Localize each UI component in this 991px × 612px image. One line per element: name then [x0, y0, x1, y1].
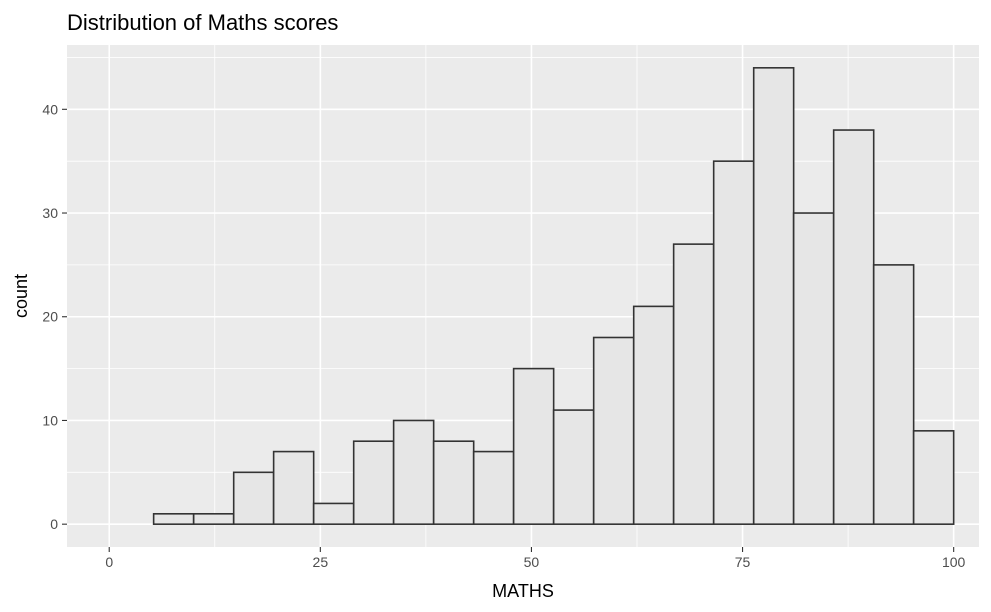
- histogram-bar: [152, 513, 195, 525]
- y-tick-label: 0: [50, 516, 58, 532]
- histogram-bar: [592, 336, 635, 525]
- x-tick-label: 50: [524, 554, 540, 570]
- histogram-bar: [632, 305, 675, 525]
- histogram-bar: [352, 440, 395, 525]
- histogram-bar: [232, 471, 275, 525]
- histogram-bar: [752, 67, 795, 525]
- y-axis-title: count: [11, 274, 31, 318]
- axis-ticks: [62, 108, 955, 552]
- y-tick-labels: 0 10 20 30 40: [42, 101, 58, 532]
- histogram-bar: [792, 212, 835, 525]
- y-tick-label: 20: [42, 309, 58, 325]
- histogram-bar: [192, 513, 235, 525]
- histogram-bar: [872, 264, 915, 525]
- x-axis-title: MATHS: [492, 581, 554, 601]
- histogram-bar: [912, 430, 955, 525]
- y-tick-label: 30: [42, 205, 58, 221]
- y-tick-label: 40: [42, 101, 58, 117]
- histogram-bar: [432, 440, 475, 525]
- histogram-bar: [832, 129, 875, 525]
- chart-title: Distribution of Maths scores: [67, 10, 338, 35]
- histogram-bar: [712, 160, 755, 525]
- histogram-bar: [512, 367, 555, 525]
- x-tick-label: 75: [735, 554, 751, 570]
- x-tick-label: 0: [105, 554, 113, 570]
- histogram-bar: [272, 450, 315, 525]
- x-tick-labels: 0 25 50 75 100: [105, 554, 965, 570]
- x-tick-label: 100: [942, 554, 966, 570]
- y-tick-label: 10: [42, 412, 58, 428]
- histogram-bar: [472, 450, 515, 525]
- x-tick-label: 25: [313, 554, 329, 570]
- histogram-bar: [312, 502, 355, 525]
- histogram-bar: [392, 419, 435, 525]
- histogram-bar: [672, 243, 715, 525]
- histogram-bar: [552, 409, 595, 525]
- histogram-bars: [152, 67, 955, 525]
